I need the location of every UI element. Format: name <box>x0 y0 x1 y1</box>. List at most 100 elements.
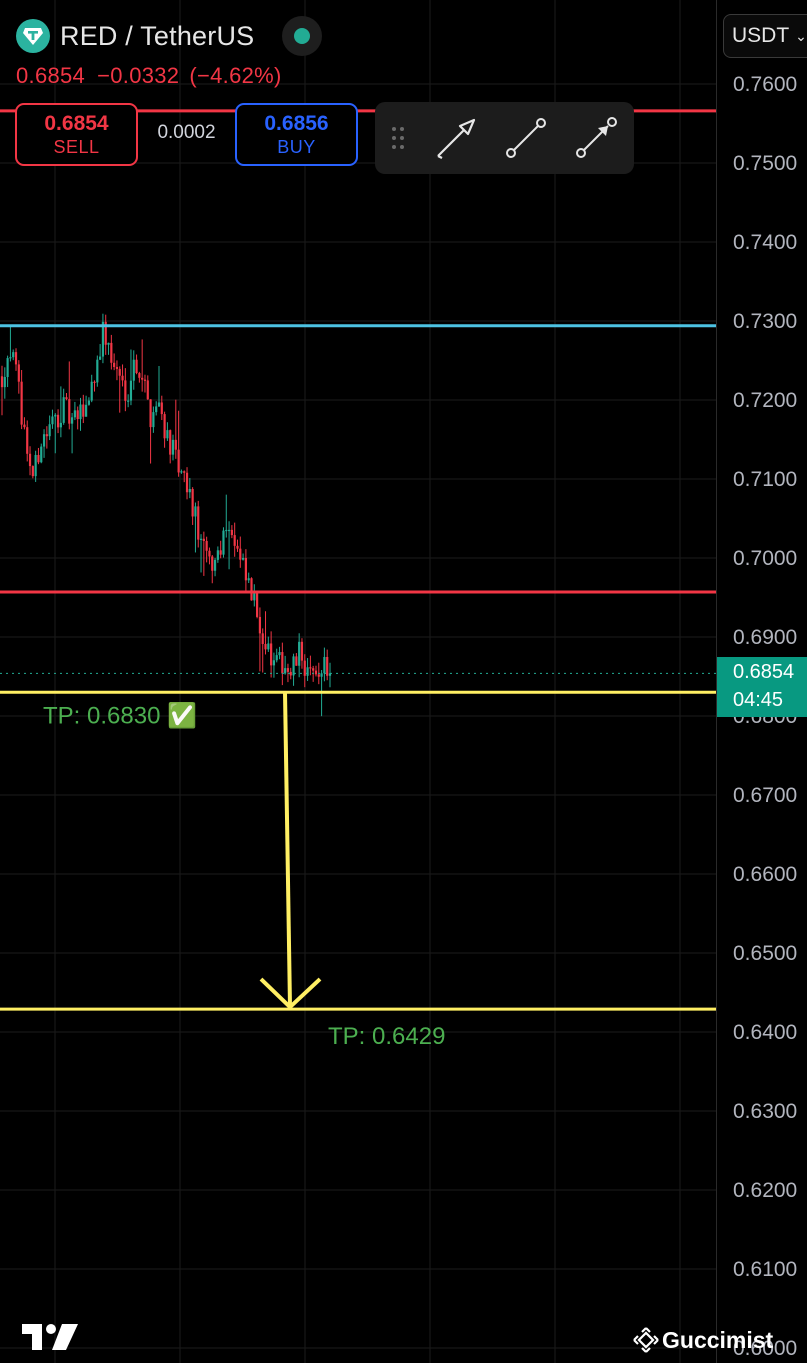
candle-body <box>70 417 74 424</box>
binance-logo-icon <box>633 1327 659 1353</box>
candle-body <box>166 430 169 439</box>
candle-body <box>62 397 65 423</box>
candle-body <box>146 380 149 400</box>
current-price-tag: 0.6854 04:45 <box>717 657 807 717</box>
sell-price: 0.6854 <box>44 111 109 135</box>
candle-body <box>3 377 6 388</box>
candle-body <box>219 550 222 555</box>
candle-body <box>247 578 250 581</box>
candle-body <box>26 427 29 454</box>
candle-body <box>312 668 315 671</box>
currency-selector[interactable]: USDT ⌄ <box>723 14 807 58</box>
drawing-toolbar[interactable] <box>375 102 634 174</box>
candle-body <box>205 541 208 551</box>
arrow-head <box>259 977 322 1010</box>
candle-body <box>295 656 298 666</box>
candle-body <box>244 557 247 581</box>
y-tick-label: 0.7200 <box>733 389 797 412</box>
symbol-header[interactable]: RED / TetherUS <box>16 16 323 56</box>
y-tick-label: 0.6900 <box>733 626 797 649</box>
sell-button[interactable]: 0.6854 SELL <box>15 103 138 166</box>
candle-body <box>284 668 287 674</box>
candle-body <box>197 506 200 540</box>
candle-body <box>51 416 54 425</box>
y-tick-label: 0.7400 <box>733 231 797 254</box>
candle-body <box>241 557 245 560</box>
candle-body <box>292 656 295 676</box>
candle-body <box>216 550 219 560</box>
watermark: Guccimist <box>632 1324 773 1356</box>
candle-body <box>65 397 68 400</box>
candle-body <box>20 381 23 425</box>
arrow-line-icon[interactable] <box>561 102 631 174</box>
sell-label: SELL <box>53 136 100 157</box>
spread-value: 0.0002 <box>157 122 216 143</box>
candle-body <box>99 356 102 360</box>
candle-body <box>93 381 96 383</box>
candle-body <box>96 359 99 383</box>
trend-line-icon[interactable] <box>491 102 561 174</box>
candle-body <box>143 379 147 381</box>
y-tick-label: 0.6400 <box>733 1021 797 1044</box>
candle-body <box>309 667 312 669</box>
candle-body <box>258 616 262 634</box>
chevron-down-icon: ⌄ <box>795 27 807 44</box>
candle-body <box>34 454 37 477</box>
candle-body <box>213 559 217 571</box>
candle-body <box>104 321 107 345</box>
y-tick-label: 0.6700 <box>733 784 797 807</box>
candle-body <box>85 404 88 417</box>
watermark-text: Guccimist <box>662 1326 774 1353</box>
candle-body <box>9 357 12 359</box>
candle-body <box>68 399 71 424</box>
candle-body <box>202 538 205 542</box>
candle-body <box>306 667 309 676</box>
y-tick-label: 0.7300 <box>733 310 797 333</box>
candle-body <box>6 358 9 378</box>
candle-body <box>28 453 32 467</box>
candle-body <box>141 377 144 380</box>
tradingview-logo-icon[interactable] <box>22 1322 80 1357</box>
buy-label: BUY <box>277 136 316 157</box>
candle-body <box>180 471 183 473</box>
candle-body <box>194 506 197 517</box>
y-tick-label: 0.6500 <box>733 942 797 965</box>
candle-body <box>87 400 91 405</box>
candle-body <box>113 362 116 367</box>
candle-body <box>272 660 276 666</box>
status-dot-icon <box>294 28 311 44</box>
symbol-title[interactable]: RED / TetherUS <box>60 20 255 51</box>
price-change: −0.0332 <box>97 63 180 88</box>
market-status[interactable] <box>282 16 323 56</box>
buy-button[interactable]: 0.6856 BUY <box>235 103 358 166</box>
y-tick-label: 0.6100 <box>733 1258 797 1281</box>
candle-body <box>23 424 26 428</box>
candle-body <box>56 414 60 428</box>
y-tick-label: 0.7500 <box>733 152 797 175</box>
candle-body <box>110 342 113 363</box>
candle-body <box>222 530 225 555</box>
arrow-shaft <box>283 692 292 1008</box>
candle-body <box>42 434 46 447</box>
arrow-tool-icon[interactable] <box>421 102 491 174</box>
candle-body <box>14 352 18 365</box>
candle-body <box>225 529 228 532</box>
candle-body <box>90 381 93 401</box>
candle-body <box>107 342 110 345</box>
buy-price: 0.6856 <box>264 111 329 135</box>
candle-body <box>286 668 290 672</box>
candle-body <box>289 671 292 676</box>
candle-body <box>281 652 284 674</box>
candle-body <box>45 434 48 437</box>
candle-body <box>124 380 127 401</box>
candle-body <box>317 674 320 677</box>
candle-body <box>275 655 278 661</box>
tp-label-1: TP: 0.6830 ✅ <box>43 701 197 729</box>
candle-body <box>236 545 239 549</box>
candle-body <box>48 424 51 437</box>
drag-grip-icon[interactable] <box>375 102 421 174</box>
y-tick-label: 0.7600 <box>733 73 797 96</box>
candle-body <box>303 660 306 676</box>
candle-body <box>160 402 163 415</box>
